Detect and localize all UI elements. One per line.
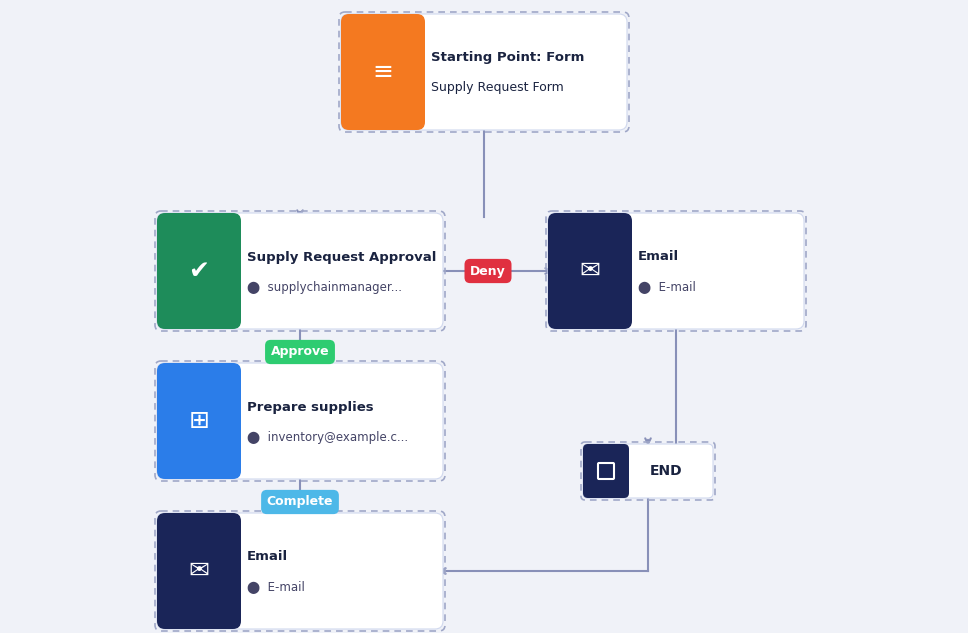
- FancyBboxPatch shape: [583, 444, 713, 498]
- Text: Starting Point: Form: Starting Point: Form: [431, 51, 585, 65]
- FancyBboxPatch shape: [157, 363, 241, 479]
- Text: Prepare supplies: Prepare supplies: [247, 401, 374, 413]
- Bar: [221, 221, 233, 321]
- Text: Deny: Deny: [470, 265, 506, 277]
- Text: Approve: Approve: [271, 346, 329, 358]
- Bar: [616, 449, 624, 493]
- Text: ⬤  E-mail: ⬤ E-mail: [638, 280, 696, 294]
- Bar: [612, 221, 624, 321]
- Text: Complete: Complete: [267, 496, 333, 508]
- FancyBboxPatch shape: [548, 213, 804, 329]
- Text: ⬤  supplychainmanager...: ⬤ supplychainmanager...: [247, 280, 402, 294]
- Text: Supply Request Approval: Supply Request Approval: [247, 251, 437, 263]
- FancyBboxPatch shape: [157, 513, 241, 629]
- Text: END: END: [650, 464, 682, 478]
- FancyBboxPatch shape: [157, 363, 443, 479]
- Text: Supply Request Form: Supply Request Form: [431, 82, 563, 94]
- FancyBboxPatch shape: [548, 213, 632, 329]
- Text: ≡: ≡: [373, 60, 394, 84]
- FancyBboxPatch shape: [157, 213, 241, 329]
- Text: Email: Email: [247, 551, 288, 563]
- Text: ✉: ✉: [189, 559, 209, 583]
- Text: Email: Email: [638, 251, 680, 263]
- FancyBboxPatch shape: [598, 463, 614, 479]
- Text: ⬤  inventory@example.c...: ⬤ inventory@example.c...: [247, 430, 408, 444]
- FancyBboxPatch shape: [157, 513, 443, 629]
- Text: ✔: ✔: [189, 259, 209, 283]
- Text: ⬤  E-mail: ⬤ E-mail: [247, 580, 305, 594]
- Bar: [221, 371, 233, 471]
- FancyBboxPatch shape: [341, 14, 425, 130]
- Bar: [221, 521, 233, 621]
- Bar: [405, 22, 417, 122]
- FancyBboxPatch shape: [341, 14, 627, 130]
- Text: ✉: ✉: [580, 259, 600, 283]
- Text: ⊞: ⊞: [189, 409, 209, 433]
- FancyBboxPatch shape: [583, 444, 629, 498]
- FancyBboxPatch shape: [157, 213, 443, 329]
